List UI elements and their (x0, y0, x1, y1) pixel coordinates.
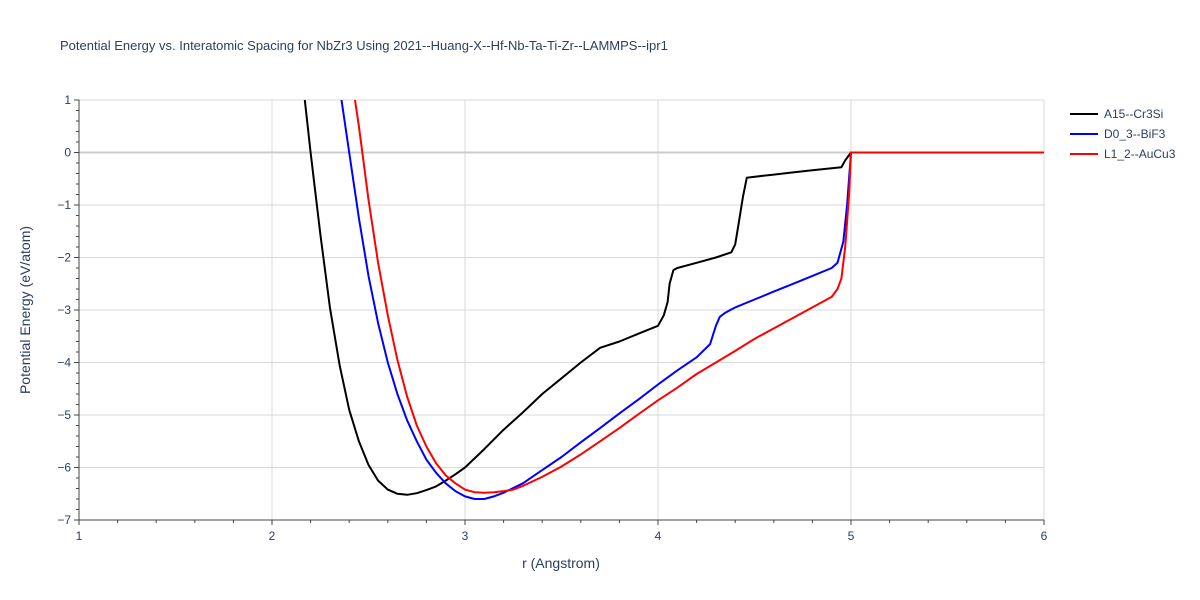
x-tick-label: 2 (269, 529, 276, 543)
ticks: 1 2 3 4 5 6 1 0 −1 −2 −3 −4 −5 −6 −7 (57, 93, 1047, 543)
y-axis-title: Potential Energy (eV/atom) (17, 226, 33, 394)
x-tick-label: 4 (655, 529, 662, 543)
y-tick-label: −3 (57, 303, 71, 317)
x-tick-label: 6 (1041, 529, 1048, 543)
grid (79, 99, 1045, 520)
y-tick-label: −4 (57, 356, 71, 370)
y-tick-label: −7 (57, 513, 71, 527)
x-axis-title: r (Angstrom) (522, 555, 600, 571)
y-tick-label: −5 (57, 408, 71, 422)
legend-item[interactable]: L1_2--AuCu3 (1070, 147, 1176, 161)
y-tick-label: 0 (64, 146, 71, 160)
chart-title: Potential Energy vs. Interatomic Spacing… (60, 38, 668, 53)
legend-label: D0_3--BiF3 (1104, 127, 1166, 141)
legend-item[interactable]: A15--Cr3Si (1070, 107, 1163, 121)
x-tick-label: 1 (76, 529, 83, 543)
series-line-l1-2-aucu3 (354, 99, 1044, 494)
y-tick-label: −6 (57, 461, 71, 475)
y-tick-label: 1 (64, 93, 71, 107)
legend[interactable]: A15--Cr3Si D0_3--BiF3 L1_2--AuCu3 (1070, 107, 1176, 161)
y-tick-label: −2 (57, 251, 71, 265)
series-lines (303, 99, 1044, 500)
legend-label: L1_2--AuCu3 (1104, 147, 1176, 161)
x-tick-label: 3 (462, 529, 469, 543)
series-line-d0-3-bif3 (340, 99, 1044, 500)
y-tick-label: −1 (57, 198, 71, 212)
legend-label: A15--Cr3Si (1104, 107, 1163, 121)
series-line-a15-cr3si (303, 99, 1044, 496)
legend-item[interactable]: D0_3--BiF3 (1070, 127, 1166, 141)
x-tick-label: 5 (848, 529, 855, 543)
